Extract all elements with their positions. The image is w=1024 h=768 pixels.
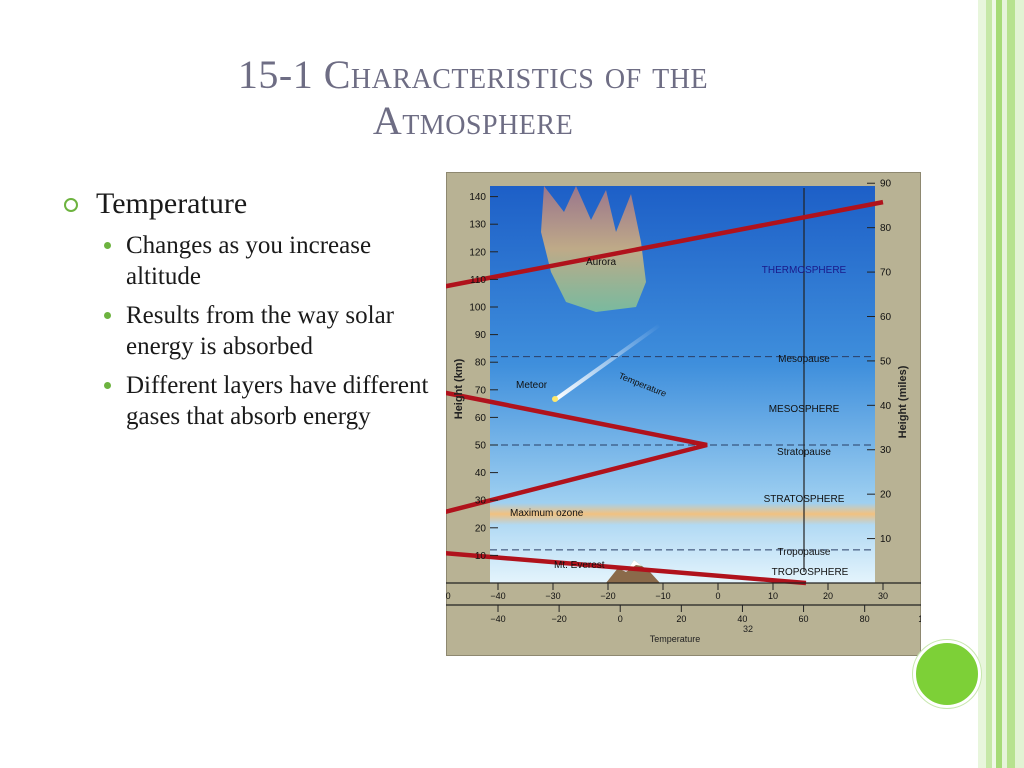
sub-bullet-item: Results from the way solar energy is abs… [104,300,442,362]
troposphere-label: TROPOSPHERE [772,567,849,578]
aurora-glow [541,186,646,312]
miles-axis: 10 20 30 40 50 60 70 80 90 [867,179,892,545]
km-tick-label: 110 [470,275,486,286]
km-tick-label: 30 [475,496,487,507]
km-tick-label: 20 [475,523,487,534]
maximum-ozone-label: Maximum ozone [510,508,584,519]
bullet-item: Temperature [62,186,442,222]
fahrenheit-tick-label: 60 [799,614,809,624]
mt-everest-label: Mt. Everest [554,560,605,571]
celsius-tick-label: 30 [878,591,888,601]
miles-tick-label: 30 [880,445,892,456]
mesopause-label: Mesopause [778,354,830,365]
y-axis-left-label: Height (km) [453,358,465,419]
miles-tick-label: 20 [880,490,892,501]
miles-tick-label: 90 [880,179,892,190]
freezing-f-label: 32 [743,624,753,634]
y-axis-right-label: Height (miles) [897,365,909,438]
km-tick-label: 100 [469,303,486,314]
frame-stripe [1007,0,1015,768]
stratosphere-label: STRATOSPHERE [764,494,845,505]
celsius-axis: −100−90−80−70−60−50−40−30−20−10010203040… [446,582,921,601]
celsius-tick-label: 0 [715,591,720,601]
bullet-dot-icon [104,242,111,249]
frame-stripe [1015,0,1024,768]
slide-title: 15-1 Characteristics of the Atmosphere [60,52,886,144]
miles-tick-label: 70 [880,268,892,279]
frame-stripe [978,0,986,768]
km-tick-label: 80 [475,358,487,369]
miles-tick-label: 80 [880,223,892,234]
boundary-lines [490,356,875,551]
fahrenheit-tick-label: −20 [551,614,566,624]
meteor-streak [552,324,660,402]
decorative-circle [913,640,981,708]
sub-bullet-item: Different layers have different gases th… [104,370,442,432]
celsius-tick-label: −30 [545,591,560,601]
aurora-label: Aurora [586,257,616,268]
fahrenheit-tick-label: 40 [737,614,747,624]
km-tick-label: 140 [469,192,486,203]
miles-tick-label: 10 [880,534,892,545]
celsius-tick-label: 20 [823,591,833,601]
ozone-band [490,502,875,526]
miles-tick-label: 60 [880,312,892,323]
miles-tick-label: 40 [880,401,892,412]
km-tick-label: 50 [475,441,487,452]
celsius-tick-label: −50 [446,591,451,601]
fahrenheit-tick-label: −40 [490,614,505,624]
km-tick-label: 40 [475,468,487,479]
frame-stripe [996,0,1002,768]
frame-stripe [986,0,992,768]
sub-bullet-item: Changes as you increase altitude [104,230,442,292]
frame-stripe [992,0,996,768]
km-tick-label: 70 [475,385,487,396]
fahrenheit-tick-label: 20 [676,614,686,624]
bullet-text: Temperature [96,187,248,220]
fahrenheit-tick-label: 80 [860,614,870,624]
bullet-list: Temperature Changes as you increase alti… [62,186,442,432]
km-tick-label: 90 [475,330,487,341]
meteor-label: Meteor [516,380,548,391]
title-line-2: Atmosphere [372,98,574,143]
frame-stripe [1002,0,1007,768]
title-line-1: 15-1 Characteristics of the [237,52,709,97]
sub-bullet-text: Results from the way solar energy is abs… [126,302,395,360]
bullet-dot-icon [104,382,111,389]
celsius-tick-label: −40 [490,591,505,601]
x-axis-label: Temperature [650,634,701,644]
celsius-tick-label: 10 [768,591,778,601]
fahrenheit-tick-label: 0 [618,614,623,624]
celsius-tick-label: −10 [655,591,670,601]
mesosphere-label: MESOSPHERE [769,404,840,415]
km-tick-label: 130 [469,220,486,231]
bullet-dot-icon [104,312,111,319]
miles-tick-label: 50 [880,356,892,367]
km-axis: 10 20 30 40 50 60 70 80 90 100 110 120 130 140 [469,192,498,562]
sub-bullet-text: Different layers have different gases th… [126,372,429,430]
thermosphere-label: THERMOSPHERE [762,265,847,276]
celsius-tick-label: −20 [600,591,615,601]
km-tick-label: 60 [475,413,487,424]
sub-bullet-text: Changes as you increase altitude [126,232,372,290]
temperature-curve [446,199,884,586]
km-tick-label: 120 [469,247,486,258]
km-tick-label: 10 [475,551,487,562]
stratopause-label: Stratopause [777,447,831,458]
tropopause-label: Tropopause [778,547,831,558]
fahrenheit-axis: −140−120−100−80−60−40−20020406080100120°… [446,604,921,624]
bullet-ring-icon [64,198,78,212]
fahrenheit-tick-label: 100 [918,614,921,624]
